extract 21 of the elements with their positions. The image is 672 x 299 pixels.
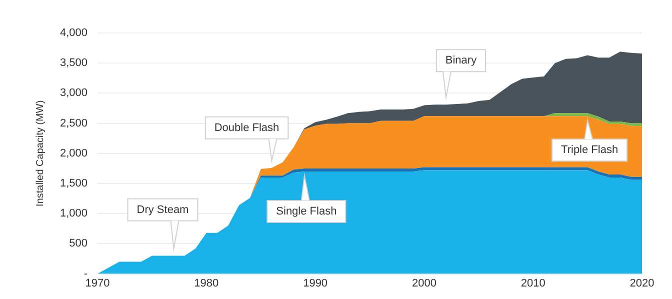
- series-label: Triple Flash: [561, 144, 618, 156]
- y-tick-label: 3,000: [60, 87, 88, 100]
- series-label: Double Flash: [214, 122, 280, 134]
- y-axis-title: Installed Capacity (MW): [34, 100, 46, 206]
- x-tick-label: 1990: [303, 277, 328, 290]
- x-tick-label: 2000: [412, 277, 436, 290]
- x-tick-label: 1970: [85, 277, 110, 290]
- x-tick-label: 1980: [194, 277, 219, 290]
- text: Binary: [445, 54, 478, 67]
- y-tick-label: 1,500: [60, 178, 88, 190]
- x-tick-label: 2020: [630, 277, 654, 290]
- text: Single Flash: [276, 205, 337, 218]
- y-tick-label: 4,000: [60, 27, 88, 40]
- y-tick-label: 2,500: [60, 117, 88, 130]
- y-tick-label: 2,000: [60, 147, 88, 160]
- x-tick-label: 2010: [520, 277, 546, 290]
- text: Dry Steam: [136, 204, 189, 216]
- y-tick-label: -: [84, 268, 88, 280]
- y-tick-label: 3,500: [60, 57, 88, 70]
- y-tick-label: 500: [69, 238, 88, 250]
- y-tick-label: 1,000: [60, 208, 88, 220]
